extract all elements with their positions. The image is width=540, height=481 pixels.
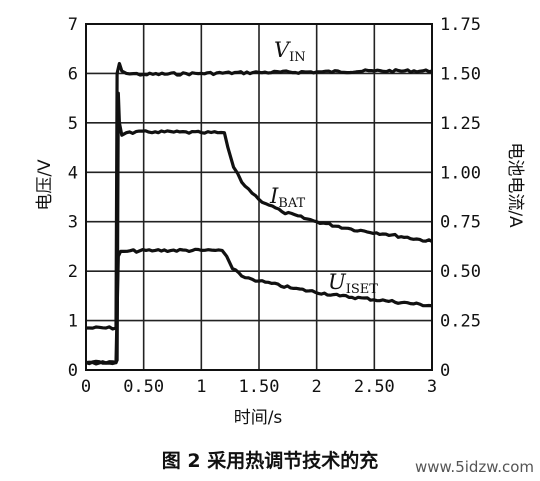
y-tick-label-right: 0 [440, 361, 450, 381]
x-tick-label: 2.50 [354, 377, 395, 397]
watermark: www.5idzw.com [415, 458, 534, 476]
plot-frame [85, 23, 433, 371]
y-tick-label-left: 5 [68, 114, 78, 134]
grid [86, 24, 432, 370]
x-tick-label: 1 [196, 377, 206, 397]
y-tick-label-left: 7 [68, 15, 78, 35]
x-tick-label: 0 [81, 377, 91, 397]
y-tick-label-right: 0.50 [440, 262, 481, 282]
series-label-vin: VIN [274, 38, 306, 65]
y-tick-label-left: 4 [68, 163, 78, 183]
y-tick-label-right: 0.25 [440, 312, 481, 332]
y-tick-label-right: 1.00 [440, 163, 481, 183]
x-tick-label: 3 [427, 377, 437, 397]
y-tick-label-left: 2 [68, 262, 78, 282]
y-tick-label-left: 6 [68, 64, 78, 84]
y-tick-label-right: 1.75 [440, 15, 481, 35]
series-line-ibat [85, 91, 433, 366]
series-layer [85, 61, 433, 366]
figure-caption: 图 2 采用热调节技术的充 [161, 450, 379, 472]
y-tick-label-right: 1.25 [440, 114, 481, 134]
series-label-uiset: UISET [328, 270, 378, 297]
series-labels: VIN IBAT UISET [269, 38, 378, 297]
series-label-ibat: IBAT [269, 184, 306, 211]
x-tick-label: 2 [312, 377, 322, 397]
y-tick-label-right: 0.75 [440, 213, 481, 233]
y-tick-label-left: 3 [68, 213, 78, 233]
y-tick-label-left: 1 [68, 312, 78, 332]
series-line-uiset [85, 247, 433, 366]
x-tick-label: 1.50 [239, 377, 280, 397]
y-axis-title-left: 电压/V [35, 159, 55, 211]
x-axis-title: 时间/s [234, 408, 283, 428]
series-line-vin [86, 61, 433, 331]
x-tick-label: 0.50 [123, 377, 164, 397]
y-tick-label-left: 0 [68, 361, 78, 381]
y-tick-label-right: 1.50 [440, 64, 481, 84]
y-axis-title-right: 电池电流/A [505, 142, 525, 228]
